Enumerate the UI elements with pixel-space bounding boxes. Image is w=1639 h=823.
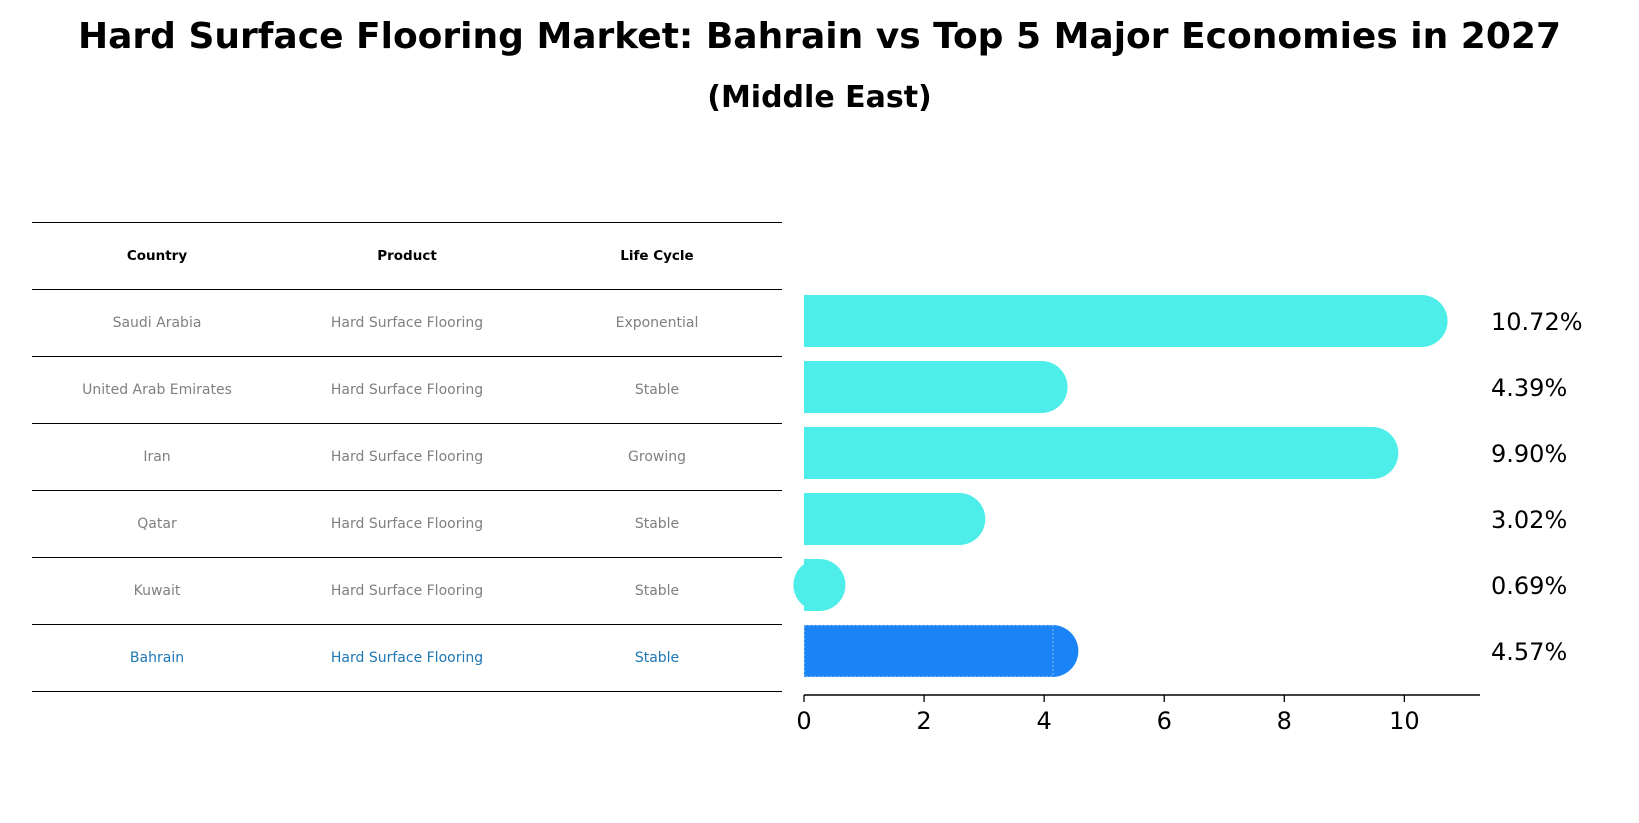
cell-country: Saudi Arabia	[112, 315, 202, 331]
cell-life-cycle: Growing	[628, 449, 686, 465]
bar-value-label: 4.57%	[1491, 638, 1567, 666]
bar	[804, 361, 1042, 413]
bar-value-label: 9.90%	[1491, 440, 1567, 468]
cell-product: Hard Surface Flooring	[330, 650, 484, 666]
header-product: Product	[377, 248, 437, 264]
bar-highlight-outline	[803, 624, 1054, 678]
bar-value-label: 0.69%	[1491, 572, 1567, 600]
table-row-highlight: Bahrain Hard Surface Flooring Stable	[32, 624, 782, 692]
x-tick-label: 6	[1157, 707, 1172, 735]
table-header-row: Country Product Life Cycle	[32, 222, 782, 289]
bar	[804, 625, 1053, 677]
cell-country: Qatar	[137, 516, 177, 532]
chart-title: Hard Surface Flooring Market: Bahrain vs…	[77, 16, 1561, 57]
cell-product: Hard Surface Flooring	[330, 449, 484, 465]
table-row: Kuwait Hard Surface Flooring Stable	[32, 557, 782, 624]
table-row: Qatar Hard Surface Flooring Stable	[32, 490, 782, 557]
bar-cap	[1346, 427, 1399, 479]
x-tick-label: 0	[796, 707, 811, 735]
bar-cap	[793, 559, 846, 611]
cell-product: Hard Surface Flooring	[330, 382, 484, 398]
header-life-cycle: Life Cycle	[620, 248, 694, 264]
cell-product: Hard Surface Flooring	[330, 315, 484, 331]
x-tick-label: 10	[1389, 707, 1420, 735]
cell-life-cycle: Exponential	[615, 315, 699, 331]
table-row: United Arab Emirates Hard Surface Floori…	[32, 356, 782, 423]
header-country: Country	[126, 248, 188, 264]
bar-cap	[933, 493, 986, 545]
cell-life-cycle: Stable	[634, 382, 680, 398]
cell-life-cycle: Stable	[634, 650, 680, 666]
bar-value-label: 10.72%	[1491, 308, 1583, 336]
bar-cap	[1395, 295, 1448, 347]
cell-life-cycle: Stable	[634, 516, 680, 532]
cell-country: United Arab Emirates	[82, 382, 232, 398]
bar	[804, 295, 1422, 347]
chart-subtitle: (Middle East)	[707, 80, 932, 115]
cell-country: Kuwait	[133, 583, 181, 599]
cell-product: Hard Surface Flooring	[330, 516, 484, 532]
cell-product: Hard Surface Flooring	[330, 583, 484, 599]
bar-value-label: 3.02%	[1491, 506, 1567, 534]
bar-cap	[1015, 361, 1068, 413]
x-tick-label: 8	[1277, 707, 1292, 735]
cell-country: Bahrain	[129, 650, 185, 666]
cell-country: Iran	[143, 449, 171, 465]
data-table: Country Product Life Cycle Saudi Arabia …	[32, 222, 782, 692]
x-tick-label: 4	[1037, 707, 1052, 735]
x-tick-label: 2	[916, 707, 931, 735]
table-row: Iran Hard Surface Flooring Growing	[32, 423, 782, 490]
table-row: Saudi Arabia Hard Surface Flooring Expon…	[32, 289, 782, 356]
bar-value-label: 4.39%	[1491, 374, 1567, 402]
cell-life-cycle: Stable	[634, 583, 680, 599]
bar	[804, 427, 1373, 479]
